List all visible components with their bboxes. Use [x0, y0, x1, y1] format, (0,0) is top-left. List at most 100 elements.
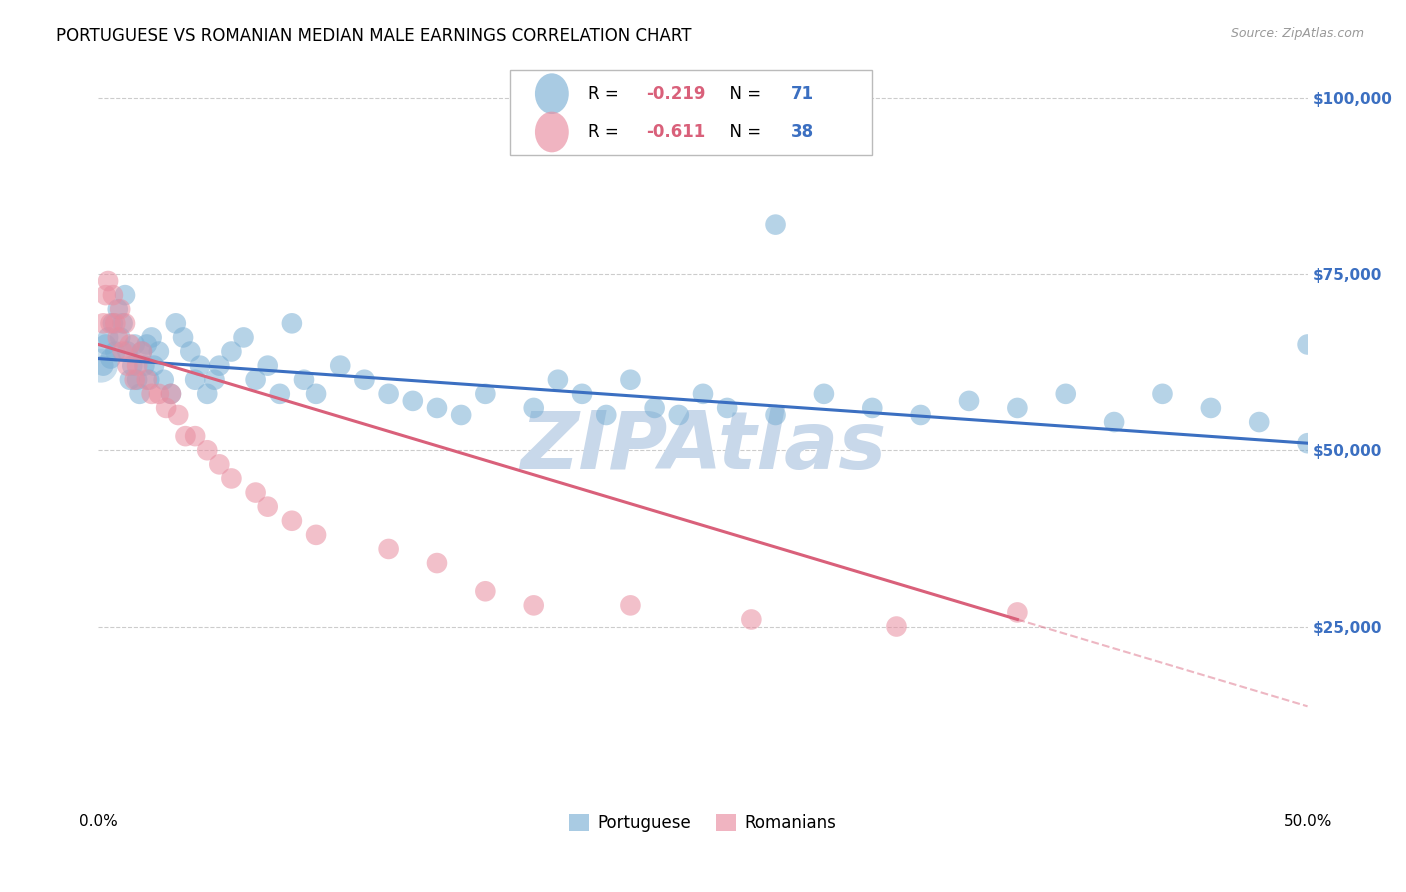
Point — [111, 344, 134, 359]
Point — [245, 373, 267, 387]
Point — [1007, 606, 1029, 620]
Point — [104, 316, 127, 330]
Point — [148, 344, 170, 359]
Point — [100, 316, 122, 330]
Point — [644, 401, 666, 415]
FancyBboxPatch shape — [509, 70, 872, 155]
Point — [160, 387, 183, 401]
Text: N =: N = — [718, 123, 766, 141]
Point — [101, 316, 124, 330]
Point — [595, 408, 617, 422]
Point — [292, 373, 315, 387]
Text: Source: ZipAtlas.com: Source: ZipAtlas.com — [1230, 27, 1364, 40]
Point — [1007, 401, 1029, 415]
Point — [107, 302, 129, 317]
Point — [172, 330, 194, 344]
Point — [208, 359, 231, 373]
Point — [426, 556, 449, 570]
Point — [353, 373, 375, 387]
Point — [135, 337, 157, 351]
Point — [118, 337, 141, 351]
Text: PORTUGUESE VS ROMANIAN MEDIAN MALE EARNINGS CORRELATION CHART: PORTUGUESE VS ROMANIAN MEDIAN MALE EARNI… — [56, 27, 692, 45]
Point — [91, 359, 114, 373]
Point — [111, 316, 134, 330]
Point — [523, 599, 546, 613]
Point — [188, 359, 211, 373]
Point — [160, 387, 183, 401]
Point — [1296, 337, 1319, 351]
Point — [619, 599, 641, 613]
Point — [957, 393, 980, 408]
Point — [426, 401, 449, 415]
Point — [141, 387, 163, 401]
Point — [860, 401, 883, 415]
Point — [474, 387, 496, 401]
Point — [148, 387, 170, 401]
Point — [1296, 436, 1319, 450]
Point — [1199, 401, 1222, 415]
Point — [221, 344, 243, 359]
Point — [740, 612, 762, 626]
Point — [94, 337, 117, 351]
Point — [619, 373, 641, 387]
Text: R =: R = — [588, 85, 624, 103]
Point — [127, 359, 149, 373]
Point — [131, 344, 153, 359]
Point — [910, 408, 932, 422]
Point — [450, 408, 472, 422]
Point — [245, 485, 267, 500]
Point — [179, 344, 201, 359]
Point — [127, 373, 149, 387]
Point — [143, 359, 166, 373]
Point — [138, 373, 160, 387]
Point — [571, 387, 593, 401]
Text: 38: 38 — [792, 123, 814, 141]
Point — [204, 373, 226, 387]
Point — [305, 387, 328, 401]
Point — [256, 359, 278, 373]
Point — [97, 330, 120, 344]
Point — [305, 528, 328, 542]
Point — [256, 500, 278, 514]
Point — [101, 288, 124, 302]
Point — [167, 408, 190, 422]
Point — [91, 316, 114, 330]
Point — [121, 359, 143, 373]
Point — [184, 429, 207, 443]
Point — [104, 344, 127, 359]
Point — [118, 373, 141, 387]
Point — [117, 344, 139, 359]
Text: R =: R = — [588, 123, 624, 141]
Point — [131, 344, 153, 359]
Point — [1102, 415, 1125, 429]
Text: N =: N = — [718, 85, 766, 103]
Point — [232, 330, 254, 344]
Point — [474, 584, 496, 599]
Point — [174, 429, 197, 443]
Point — [107, 330, 129, 344]
Point — [128, 387, 150, 401]
Text: -0.611: -0.611 — [647, 123, 706, 141]
Point — [114, 288, 136, 302]
Point — [114, 316, 136, 330]
Point — [765, 218, 787, 232]
Point — [97, 274, 120, 288]
Point — [141, 330, 163, 344]
Text: -0.219: -0.219 — [647, 85, 706, 103]
Legend: Portuguese, Romanians: Portuguese, Romanians — [562, 807, 844, 838]
Point — [1249, 415, 1271, 429]
Point — [523, 401, 546, 415]
Point — [377, 387, 399, 401]
Point — [765, 408, 787, 422]
Point — [547, 373, 569, 387]
Point — [165, 316, 187, 330]
Point — [124, 373, 146, 387]
Point — [402, 393, 425, 408]
Point — [668, 408, 690, 422]
Point — [221, 471, 243, 485]
Point — [134, 359, 156, 373]
Point — [152, 373, 174, 387]
Text: ZIPAtlas: ZIPAtlas — [520, 409, 886, 486]
Point — [208, 458, 231, 472]
Ellipse shape — [534, 73, 569, 114]
